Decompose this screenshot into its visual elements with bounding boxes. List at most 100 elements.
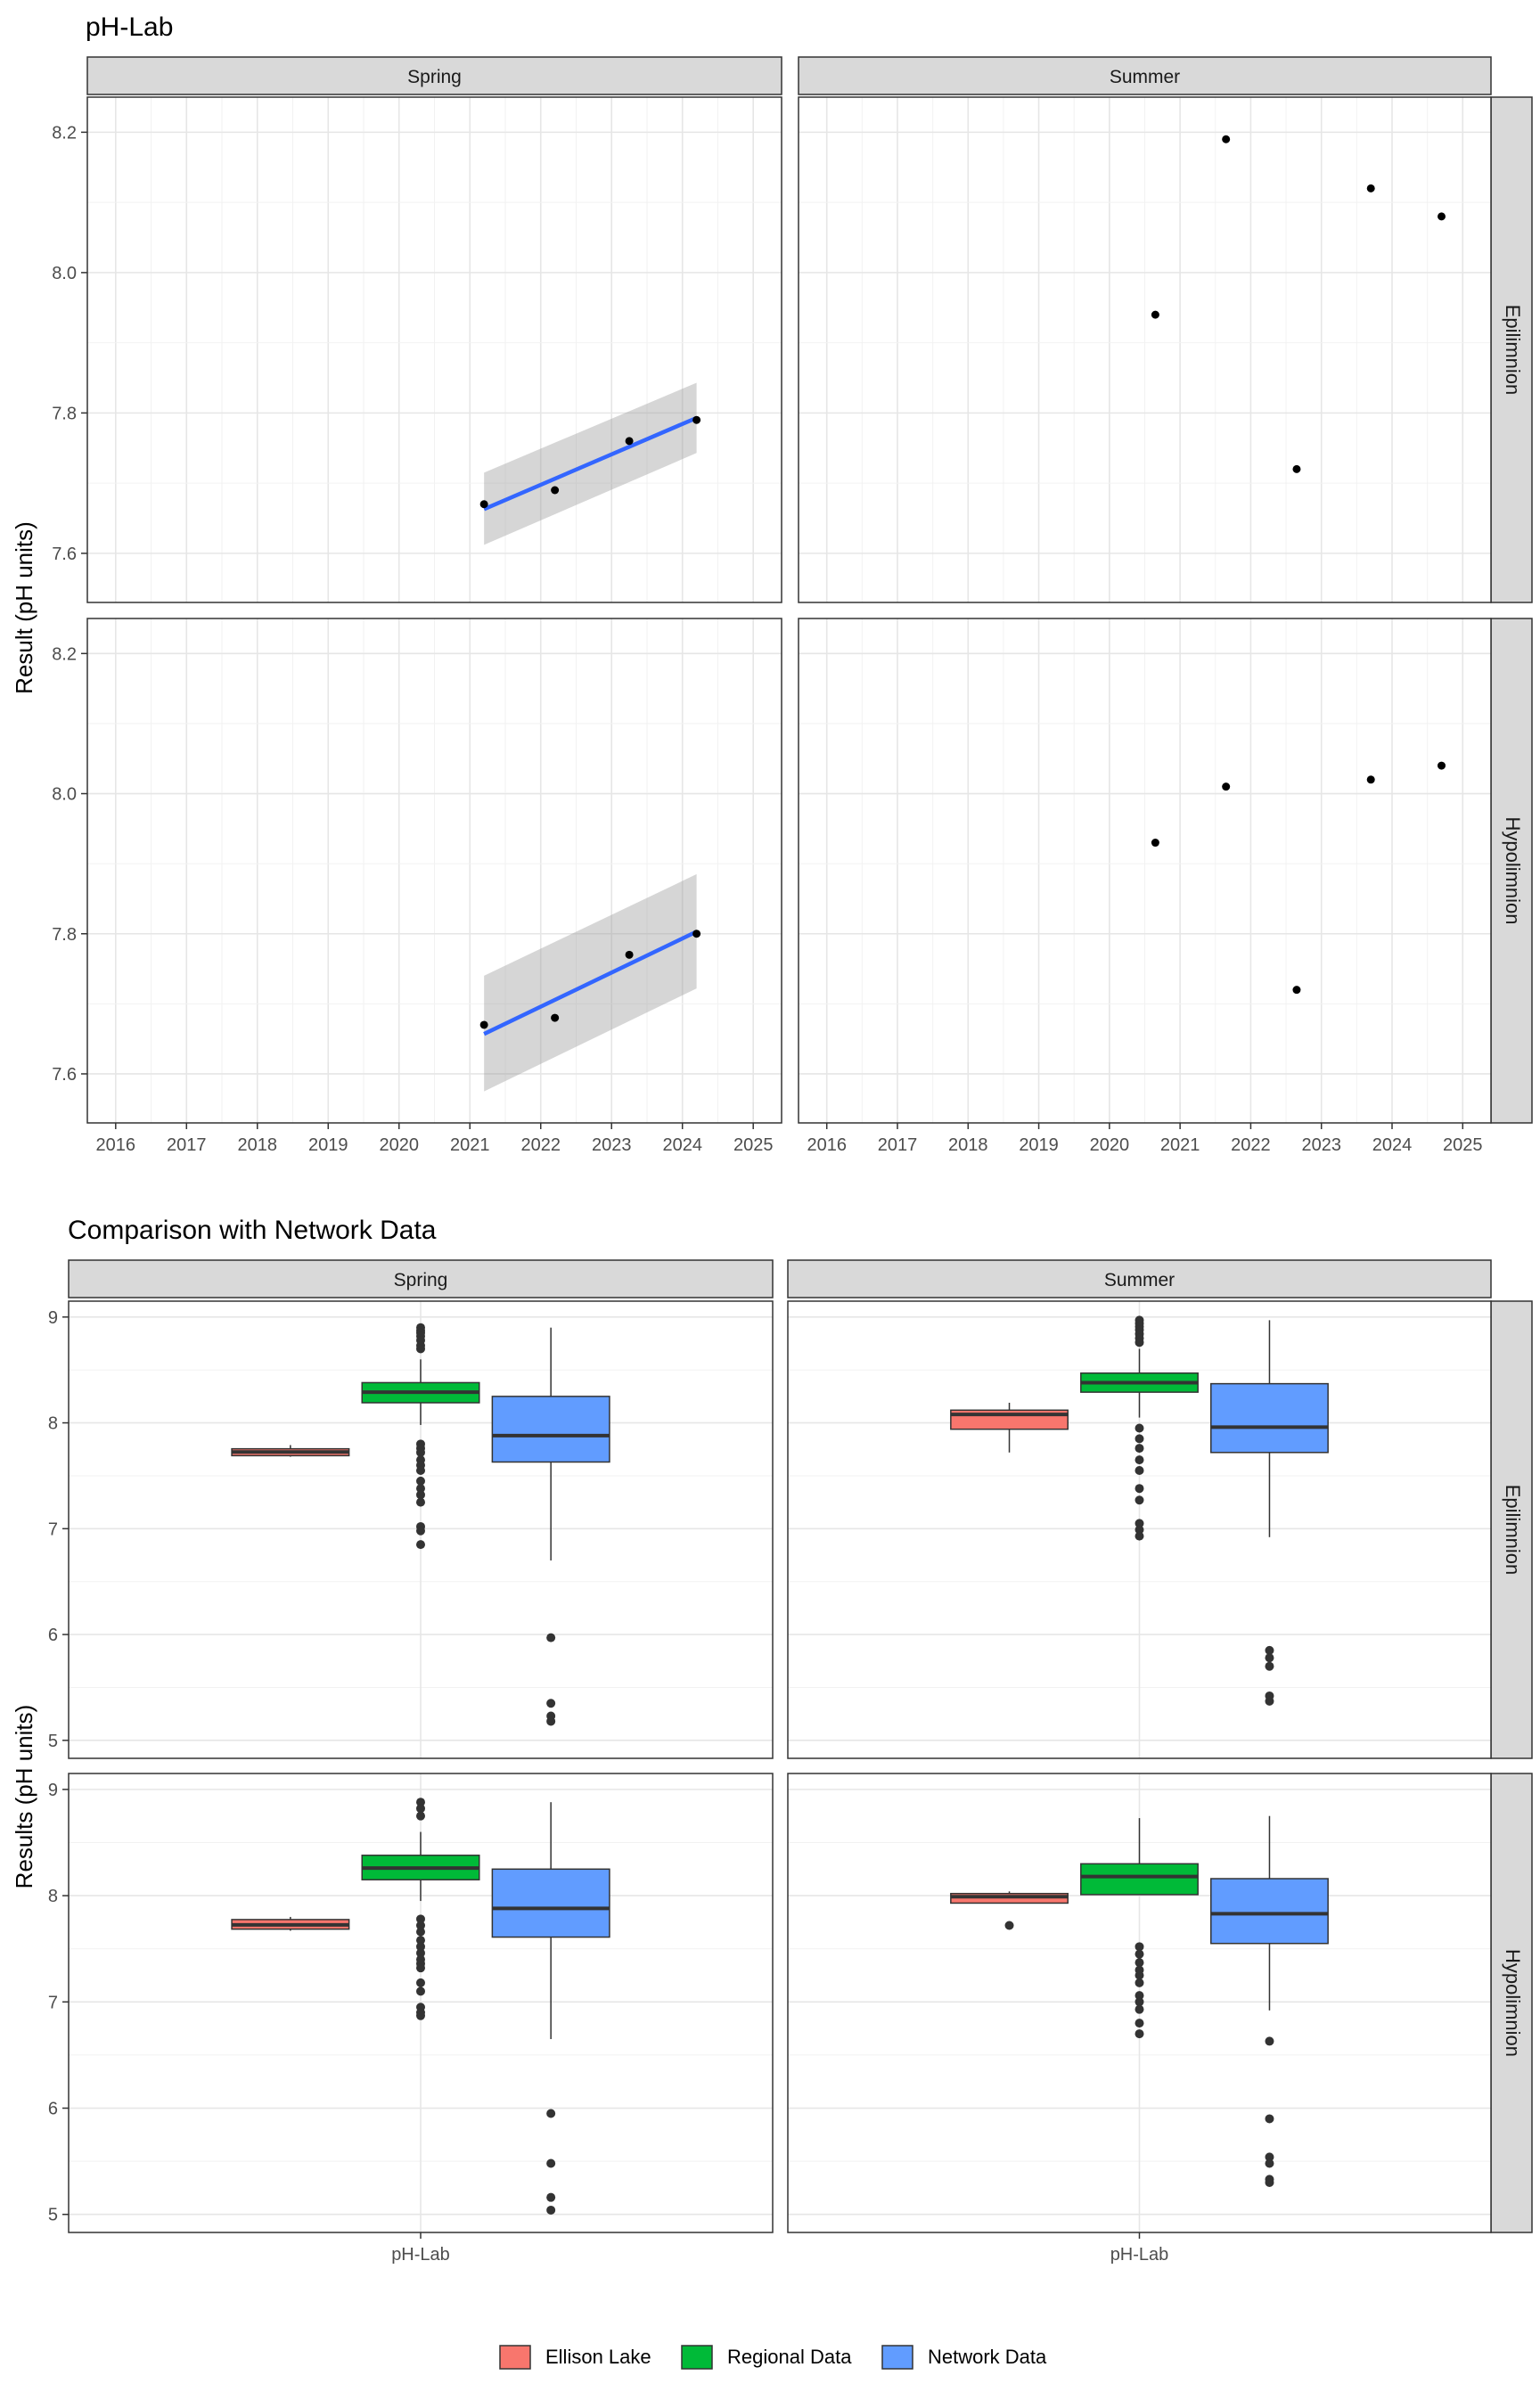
chart2-y-tick-label: 9 [48,1308,58,1328]
chart2-spring-epilimnion-regional-data-outlier [416,1484,425,1494]
chart1-spring-hypolimnion-trend-line [483,930,698,1036]
chart1-summer-hypolimnion-point [1292,986,1301,995]
chart2-summer-epilimnion-regional-data-outlier [1135,1434,1144,1444]
chart1-spring-epilimnion-point [551,486,560,495]
chart2-y-tick-label: 9 [48,1781,58,1800]
chart2-spring-epilimnion-regional-data-outlier [416,1476,425,1486]
chart2-summer-hypolimnion-regional-data-outlier [1135,1958,1144,1968]
chart1-y-tick-label: 8.2 [52,644,77,664]
chart2-y-tick-label: 5 [48,1732,58,1751]
chart2-summer-hypolimnion-regional-data-outlier [1135,1997,1144,2007]
chart2-summer-hypolimnion-regional-data-box [1080,1863,1199,1896]
chart2-spring-hypolimnion-regional-data-outlier [416,1914,425,1924]
chart2-strip-label-summer: Summer [1104,1270,1175,1290]
chart1-summer-epilimnion-point [1438,212,1446,221]
chart1-x-tick-label: 2019 [308,1135,348,1155]
chart1-y-tick-label: 7.6 [52,545,77,564]
chart2-legend: Ellison Lake Regional Data Network Data [499,2345,1047,2370]
chart2-spring-epilimnion-network-data-box [491,1396,610,1463]
chart1-spring-epilimnion-panel-border [86,96,782,603]
chart2-spring-hypolimnion-regional-data-outlier [416,1927,425,1937]
chart2-summer-hypolimnion-regional-data-outlier [1135,1949,1144,1959]
chart1-strip-label-spring: Spring [407,67,462,87]
chart2-spring-epilimnion-network-data-outlier [546,1633,556,1642]
chart1-spring-epilimnion-panel [86,96,782,603]
chart2-summer-epilimnion-network-data-box [1210,1382,1329,1454]
chart2-spring-hypolimnion-panel [68,1773,774,2233]
chart1-strip-label-epilimnion: Epilimnion [1502,305,1524,396]
chart1-summer-hypolimnion-panel [798,618,1492,1124]
chart2-y-tick-label: 8 [48,1887,58,1906]
chart2-spring-hypolimnion-regional-data-outlier [416,1921,425,1930]
chart1-spring-hypolimnion-panel-border [86,618,782,1124]
chart2-summer-epilimnion-network-data-outlier [1265,1696,1274,1706]
chart2-spring-hypolimnion-regional-data-outlier [416,1811,425,1821]
chart1-x-tick-label: 2023 [1301,1135,1341,1155]
chart1-spring-epilimnion-point [692,415,701,424]
chart2-y-tick-label: 7 [48,1519,58,1539]
chart2-strip-summer [787,1259,1492,1298]
chart2-title: Comparison with Network Data [68,1216,437,1245]
chart1-title: pH-Lab [86,12,173,42]
chart1-y-tick-label: 7.8 [52,404,77,423]
chart2-summer-epilimnion-panel-border [787,1300,1492,1759]
chart1-spring-epilimnion-point [625,437,634,446]
chart2-spring-epilimnion-regional-data-outlier [416,1447,425,1457]
chart1-x-tick-label: 2025 [733,1135,774,1155]
chart2-y-tick-label: 7 [48,1993,58,2012]
chart1-x-tick-label: 2019 [1019,1135,1059,1155]
chart2-spring-hypolimnion-network-data-outlier [546,2205,556,2215]
chart2-summer-epilimnion-regional-data-outlier [1135,1531,1144,1541]
chart1-x-tick-label: 2020 [1090,1135,1130,1155]
chart1-strip-label-hypolimnion: Hypolimnion [1502,816,1524,924]
chart2-summer-epilimnion-regional-data-outlier [1135,1525,1144,1535]
chart2-spring-epilimnion-network-data-outlier [546,1699,556,1708]
chart1-summer-hypolimnion-panel-border [798,618,1492,1124]
legend-key-regional-data [681,2345,713,2370]
chart2-strip-label-hypolimnion: Hypolimnion [1502,1949,1524,2057]
chart2-summer-epilimnion-regional-data-outlier [1135,1495,1144,1505]
chart2-strip-label-spring: Spring [394,1270,448,1290]
chart2-y-tick-label: 5 [48,2206,58,2225]
chart2-spring-epilimnion-network-data-outlier [546,1716,556,1726]
chart2-spring-hypolimnion-regional-data-outlier [416,1804,425,1814]
chart2-y-tick-label: 8 [48,1414,58,1434]
chart2-summer-epilimnion-regional-data-outlier [1135,1519,1144,1528]
chart2-summer-hypolimnion-regional-data-outlier [1135,2029,1144,2039]
chart2-spring-epilimnion-panel-border [68,1300,774,1759]
chart2-spring-hypolimnion-regional-data-outlier [416,1798,425,1807]
chart1-spring-epilimnion-trend-line [483,415,698,512]
chart2-spring-epilimnion-regional-data-outlier [416,1490,425,1500]
chart1-summer-epilimnion-point [1366,184,1375,192]
legend-label-regional-data: Regional Data [727,2346,852,2368]
chart1-summer-epilimnion-panel [798,96,1492,603]
chart2-summer-epilimnion-panel [787,1300,1492,1759]
chart2-summer-hypolimnion-network-data-outlier [1265,2177,1274,2187]
chart2-summer-hypolimnion-regional-data-outlier [1135,2004,1144,2014]
chart1-strip-label-summer: Summer [1110,67,1180,87]
chart1-strip-summer [798,56,1492,95]
chart2-summer-hypolimnion-regional-data-outlier [1135,1942,1144,1952]
chart1-summer-epilimnion-point [1151,310,1159,319]
chart1-spring-epilimnion-point [479,500,488,509]
chart1-summer-epilimnion-point [1292,464,1301,473]
chart1-y-tick-label: 8.0 [52,785,77,805]
chart2-summer-hypolimnion-network-data-outlier [1265,2114,1274,2124]
chart2-spring-hypolimnion-regional-data-outlier [416,1978,425,1987]
chart1-y-axis-label: Result (pH units) [11,521,37,694]
chart2-spring-hypolimnion-network-data-outlier [546,2158,556,2168]
chart2-spring-hypolimnion-regional-data-outlier [416,1948,425,1958]
chart2-x-tick-label: pH-Lab [1110,2245,1169,2265]
chart2-x-tick-label: pH-Lab [391,2245,450,2265]
chart1-strip-hypolimnion [1490,618,1533,1124]
chart2-summer-hypolimnion-network-data-outlier [1265,2152,1274,2162]
chart2-summer-hypolimnion-ellison-lake-outlier [1004,1921,1014,1930]
chart2-summer-hypolimnion-regional-data-outlier [1135,1978,1144,1987]
chart1-spring-hypolimnion-panel [86,618,782,1124]
chart2-summer-hypolimnion-regional-data-outlier [1135,1970,1144,1980]
chart2-spring-hypolimnion-network-data-outlier [546,2109,556,2118]
chart1-spring-hypolimnion-point [692,930,701,938]
chart1-x-tick-label: 2016 [807,1135,847,1155]
chart1-x-tick-label: 2020 [380,1135,420,1155]
chart1-x-tick-label: 2021 [450,1135,490,1155]
